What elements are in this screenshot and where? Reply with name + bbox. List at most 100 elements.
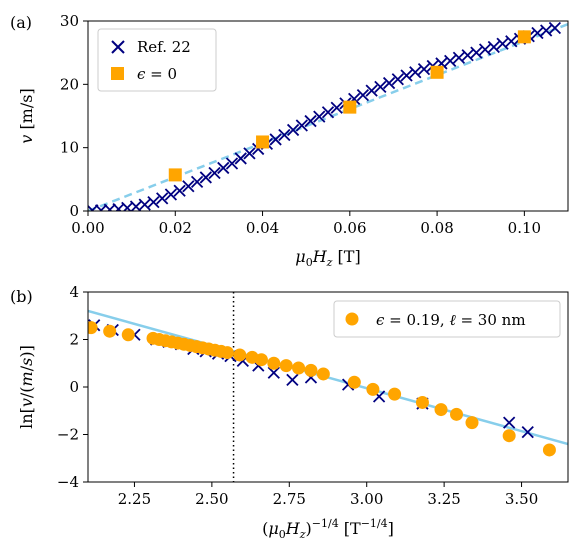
data-point-x (496, 37, 509, 50)
data-point-x (225, 157, 239, 170)
x-tick-label: 3.25 (427, 490, 460, 508)
data-point-x (243, 147, 256, 160)
data-point-x (531, 26, 544, 40)
y-tick-label: 2 (69, 331, 79, 349)
legend-label-ref22: Ref. 22 (137, 38, 191, 56)
data-point-x (267, 366, 280, 379)
panel-b-x-ticks: 2.25 2.50 2.75 3.00 3.25 3.50 (118, 482, 538, 508)
legend-marker-ref22 (111, 40, 125, 54)
data-point-x (452, 51, 466, 64)
data-point-x (269, 133, 282, 146)
data-point-x (409, 66, 422, 79)
data-point-square (256, 135, 270, 149)
panel-b-y-ticks: −4 −2 0 2 4 (57, 283, 88, 491)
data-point-x (461, 49, 474, 62)
data-point-circle (233, 348, 247, 362)
data-point-x (286, 123, 300, 137)
data-point-x (190, 175, 204, 189)
data-point-x (156, 192, 169, 205)
data-point-square (430, 65, 444, 79)
data-point-circle (450, 407, 464, 421)
y-tick-label: 0 (69, 202, 79, 220)
data-point-circle (415, 395, 429, 409)
data-point-circle (366, 382, 380, 396)
panel-a-label: (a) (10, 13, 32, 32)
panel-b-legend-box (333, 300, 561, 338)
data-point-square (343, 100, 357, 114)
panel-b: (b) 2.25 2.50 2.75 3.00 3.25 3.50 −4 −2 0 2 4 (μ0… (10, 283, 569, 541)
panel-b-y-axis-label: ln[v/(m/s)] (17, 345, 36, 429)
data-point-x (112, 202, 125, 211)
data-point-x (88, 204, 99, 211)
y-tick-label: 4 (69, 283, 79, 301)
x-tick-label: 2.50 (195, 490, 228, 508)
panel-b-marks (88, 292, 568, 482)
x-tick-label: 3.50 (505, 490, 538, 508)
data-point-x (208, 166, 221, 180)
data-point-square (168, 168, 182, 182)
panel-a-legend: Ref. 22 ϵ = 0 (97, 28, 217, 92)
x-tick-label: 0.00 (71, 219, 104, 237)
data-point-x (374, 80, 387, 94)
data-point-circle (267, 356, 281, 370)
data-point-x (173, 184, 186, 197)
data-point-x (330, 101, 343, 114)
y-tick-label: −2 (57, 426, 79, 444)
panel-a-x-axis-label: μ0Hz [T] (295, 247, 360, 269)
y-tick-label: 30 (60, 12, 79, 30)
data-point-x (505, 35, 518, 48)
data-point-x (94, 204, 108, 211)
data-point-circle (465, 416, 479, 430)
data-point-x (365, 84, 378, 97)
data-point-x (313, 110, 326, 123)
data-point-circle (542, 443, 556, 457)
data-point-x (548, 21, 562, 35)
data-point-x (138, 198, 151, 211)
data-point-x (400, 69, 413, 82)
panel-b-x-axis-label: (μ0Hz)−1/4 [T−1/4] (262, 517, 394, 541)
data-point-x (487, 40, 500, 54)
x-tick-label: 2.25 (118, 490, 151, 508)
data-point-x (286, 373, 299, 387)
data-point-x (182, 180, 195, 193)
data-point-x (478, 43, 492, 56)
data-point-x (356, 88, 370, 102)
data-point-x (121, 201, 134, 211)
data-point-x (164, 188, 178, 201)
panel-a-legend-box (97, 28, 217, 92)
data-point-circle (316, 367, 330, 381)
panel-b-data (88, 292, 568, 482)
legend-label-eps0: ϵ = 0 (137, 65, 177, 83)
data-point-x (295, 119, 308, 132)
data-point-circle (220, 346, 234, 360)
x-tick-label: 2.75 (273, 490, 306, 508)
data-point-circle (292, 361, 306, 375)
data-point-x (199, 171, 212, 184)
data-point-x (382, 76, 396, 90)
fit-line (88, 23, 568, 211)
panel-b-legend: ϵ = 0.19, ℓ = 30 nm (333, 300, 561, 338)
data-point-x (103, 203, 116, 211)
y-tick-label: −4 (57, 473, 79, 491)
data-point-square (517, 30, 531, 44)
data-point-x (470, 46, 483, 59)
data-point-circle (88, 321, 98, 335)
y-tick-label: 10 (60, 139, 79, 157)
x-tick-label: 3.00 (350, 490, 383, 508)
y-tick-label: 0 (69, 378, 79, 396)
panel-a-y-ticks: 0 10 20 30 (60, 12, 88, 220)
x-tick-label: 0.06 (333, 219, 366, 237)
y-tick-label: 20 (60, 75, 79, 93)
x-tick-label: 0.08 (420, 219, 453, 237)
data-point-x (217, 161, 230, 175)
panel-a-marks (88, 21, 568, 211)
data-point-circle (304, 363, 318, 377)
data-point-x (278, 128, 291, 142)
data-point-x (321, 106, 335, 119)
data-point-circle (502, 429, 516, 443)
data-point-circle (434, 403, 448, 417)
data-point-circle (121, 328, 135, 342)
data-point-x (521, 425, 534, 439)
x-tick-label: 0.04 (246, 219, 279, 237)
